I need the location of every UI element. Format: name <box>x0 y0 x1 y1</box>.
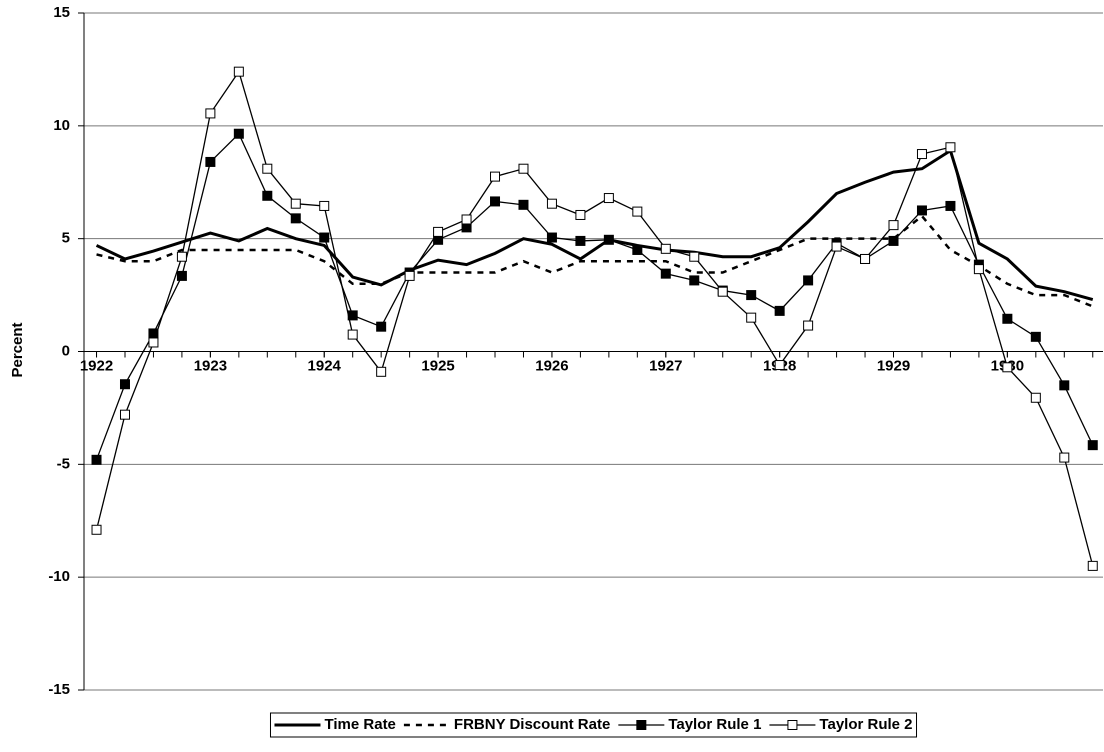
marker <box>636 720 647 730</box>
marker <box>290 213 301 224</box>
marker <box>888 220 899 231</box>
legend-label: Taylor Rule 2 <box>819 716 912 733</box>
marker <box>119 409 130 420</box>
marker <box>319 232 330 243</box>
marker <box>831 241 842 252</box>
marker <box>973 264 984 275</box>
y-tick-label: -15 <box>48 681 70 698</box>
marker <box>746 290 757 301</box>
marker <box>490 196 501 207</box>
marker <box>945 200 956 211</box>
marker <box>290 198 301 209</box>
marker <box>660 243 671 254</box>
marker <box>1030 331 1041 342</box>
y-tick-label: -5 <box>57 455 70 472</box>
marker <box>774 360 785 371</box>
marker <box>518 199 529 210</box>
x-tick-label: 1927 <box>649 357 682 374</box>
marker <box>632 244 643 255</box>
marker <box>205 156 216 167</box>
marker <box>1059 380 1070 391</box>
marker <box>803 275 814 286</box>
marker <box>603 234 614 245</box>
marker <box>490 171 501 182</box>
marker <box>603 193 614 204</box>
x-tick-label: 1929 <box>877 357 910 374</box>
marker <box>787 720 798 730</box>
marker <box>1002 362 1013 373</box>
y-axis-label: Percent <box>9 322 26 377</box>
marker <box>717 286 728 297</box>
marker <box>262 163 273 174</box>
legend-label: FRBNY Discount Rate <box>454 716 610 733</box>
marker <box>689 275 700 286</box>
marker <box>1087 440 1098 451</box>
marker <box>1030 392 1041 403</box>
series-line <box>96 214 1094 308</box>
marker <box>746 312 757 323</box>
legend-label: Taylor Rule 1 <box>668 716 761 733</box>
marker <box>376 366 387 377</box>
marker <box>262 190 273 201</box>
marker <box>319 200 330 211</box>
marker <box>433 226 444 237</box>
series-line <box>95 132 1094 461</box>
marker <box>148 337 159 348</box>
y-tick-label: -10 <box>48 568 70 585</box>
marker <box>233 66 244 77</box>
legend: Time Rate FRBNY Discount Rate Taylor Rule … <box>269 712 918 738</box>
x-tick-label: 1924 <box>308 357 342 374</box>
marker <box>404 270 415 281</box>
marker <box>376 321 387 332</box>
marker <box>119 379 130 390</box>
y-tick-label: 15 <box>53 4 70 21</box>
marker <box>860 253 871 264</box>
y-tick-label: 0 <box>62 342 70 359</box>
marker <box>916 205 927 216</box>
marker <box>546 198 557 209</box>
marker <box>632 206 643 217</box>
legend-item: Taylor Rule 2 <box>769 716 913 733</box>
series-line <box>95 148 1094 302</box>
legend-item: Taylor Rule 1 <box>618 716 761 733</box>
legend-item: Time Rate <box>274 716 396 733</box>
marker <box>689 251 700 262</box>
legend-item: FRBNY Discount Rate <box>403 716 610 733</box>
x-tick-label: 1922 <box>80 357 113 374</box>
marker <box>347 329 358 340</box>
marker <box>575 209 586 220</box>
marker <box>803 320 814 331</box>
marker <box>91 454 102 465</box>
marker <box>1087 560 1098 571</box>
marker <box>176 251 187 262</box>
marker <box>176 270 187 281</box>
x-tick-label: 1925 <box>421 357 454 374</box>
marker <box>945 142 956 153</box>
marker <box>575 235 586 246</box>
marker <box>233 128 244 139</box>
y-tick-label: 10 <box>53 117 70 134</box>
series-line <box>95 70 1094 567</box>
x-tick-label: 1926 <box>535 357 568 374</box>
marker <box>1059 452 1070 463</box>
y-tick-label: 5 <box>62 230 70 247</box>
x-tick-label: 1923 <box>194 357 227 374</box>
marker <box>916 149 927 160</box>
marker <box>1002 313 1013 324</box>
marker <box>91 524 102 535</box>
marker <box>774 305 785 316</box>
marker <box>888 235 899 246</box>
marker <box>518 163 529 174</box>
marker <box>461 214 472 225</box>
marker <box>660 268 671 279</box>
marker <box>546 232 557 243</box>
marker <box>205 108 216 119</box>
legend-label: Time Rate <box>324 716 395 733</box>
